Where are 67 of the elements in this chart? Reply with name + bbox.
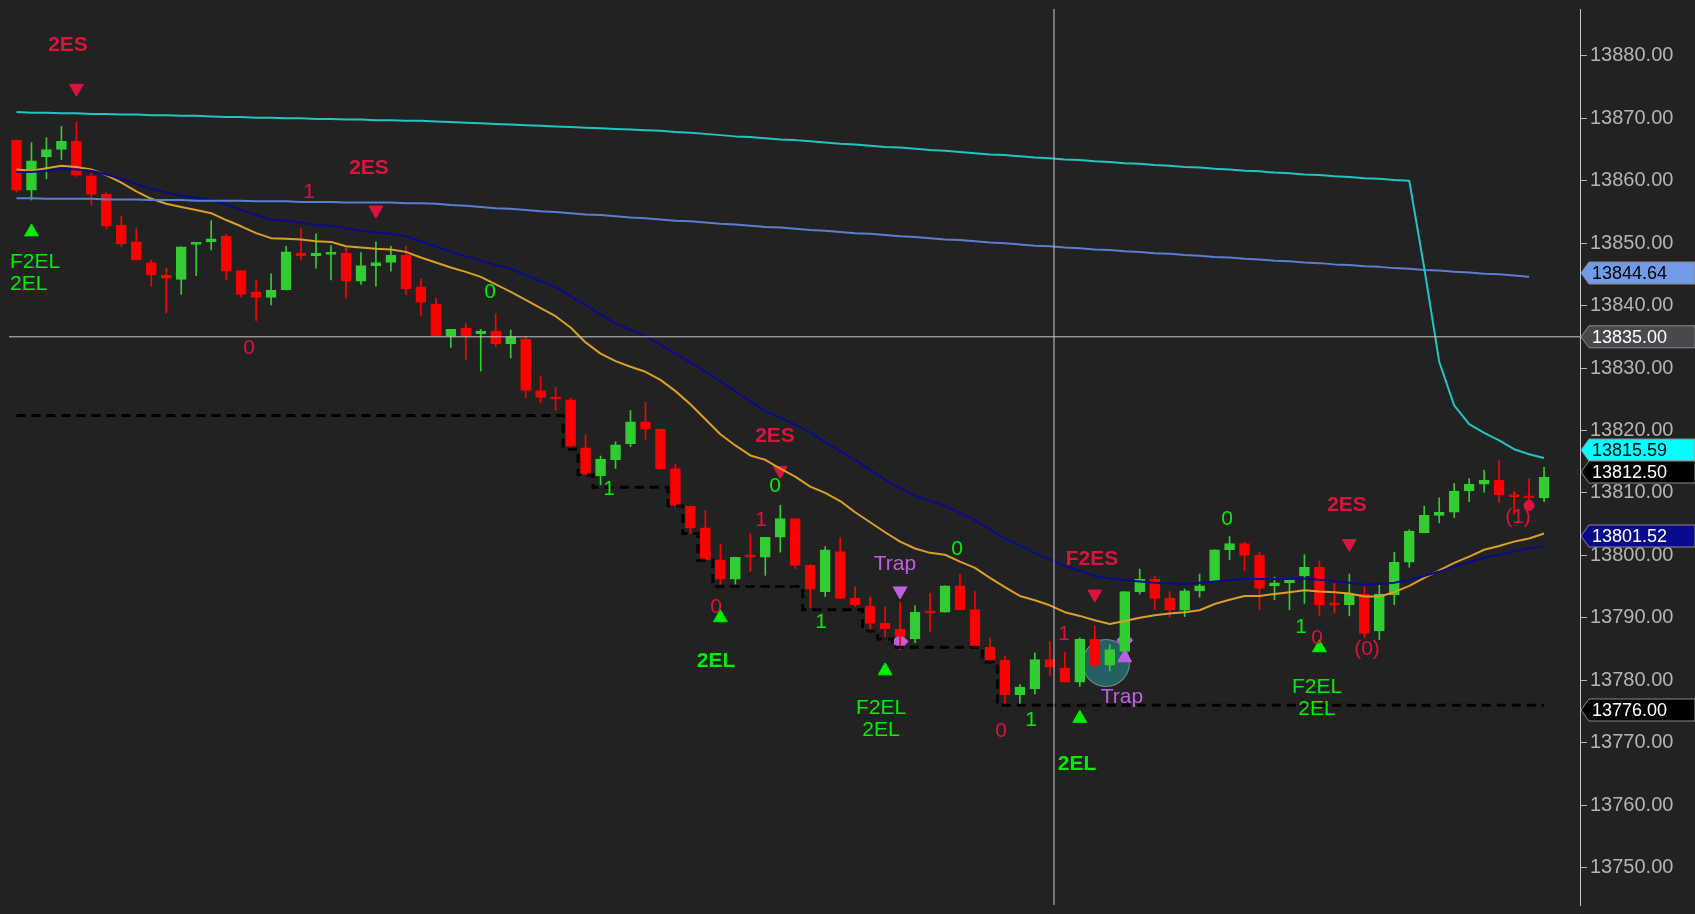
candlestick: [894, 601, 906, 650]
annotation: 1: [1058, 620, 1070, 644]
y-tick-label: 13850.00: [1590, 230, 1674, 253]
annotation: F2EL: [1291, 673, 1343, 697]
annotation: F2EL: [855, 694, 907, 718]
y-tick-label: 13760.00: [1590, 792, 1674, 815]
candlestick: [924, 593, 936, 632]
y-tick-label: 13860.00: [1590, 168, 1674, 191]
annotation: 1: [603, 475, 615, 499]
annotation: (1): [1505, 503, 1531, 527]
y-tick-label: 13880.00: [1590, 43, 1674, 66]
y-tick-label: 13820.00: [1590, 417, 1674, 440]
annotation: F2EL: [9, 248, 61, 272]
candlestick: [205, 220, 217, 251]
point: [877, 662, 893, 676]
annotation: 0: [484, 278, 496, 302]
annotation: 2ES: [48, 31, 88, 55]
annotation: 2EL: [696, 647, 736, 671]
annotation: 2ES: [1327, 491, 1367, 515]
point: [1341, 538, 1357, 552]
annotation: 2ES: [755, 422, 795, 446]
y-tick-label: 13780.00: [1590, 667, 1674, 690]
annotation: 2ES: [349, 154, 389, 178]
annotation: (0): [1354, 635, 1380, 659]
annotation: 0: [710, 593, 722, 617]
y-tick-label: 13870.00: [1590, 105, 1674, 128]
annotation: 0: [1311, 624, 1323, 648]
text: 13815.59: [1592, 439, 1668, 460]
candlestick: [325, 245, 337, 281]
ref-line-label: 13835.00: [1592, 326, 1668, 347]
y-tick-label: 13750.00: [1590, 855, 1674, 878]
candlestick: [265, 273, 277, 306]
candlestick: [744, 533, 756, 572]
text: 13844.64: [1592, 262, 1668, 283]
annotation: 0: [243, 334, 255, 358]
y-tick-label: 13830.00: [1590, 355, 1674, 378]
annotation: 0: [995, 717, 1007, 741]
annotation: 2EL: [1298, 695, 1336, 719]
annotation: 1: [1025, 706, 1037, 730]
annotation: 1: [1295, 613, 1307, 637]
annotation: 2EL: [10, 270, 48, 294]
annotation: Trap: [873, 550, 917, 574]
candlestick: [475, 328, 487, 372]
text: 13776.00: [1592, 699, 1668, 720]
y-tick-label: 13790.00: [1590, 605, 1674, 628]
y-tick-label: 13840.00: [1590, 293, 1674, 316]
point: [1072, 709, 1088, 723]
annotation: 1: [755, 506, 767, 530]
annotation: Trap: [1100, 683, 1144, 707]
candlestick: [370, 241, 382, 287]
point: [68, 83, 84, 97]
point: [368, 205, 384, 219]
annotation: 1: [815, 608, 827, 632]
y-tick-label: 13770.00: [1590, 730, 1674, 753]
annotation: 1: [303, 178, 315, 202]
candlestick: [460, 323, 472, 361]
annotation: 0: [1221, 505, 1233, 529]
y-tick-label: 13810.00: [1590, 480, 1674, 503]
candlestick: [190, 242, 202, 276]
annotation: 0: [769, 472, 781, 496]
annotation: 2EL: [1057, 750, 1097, 774]
annotation: F2ES: [1065, 545, 1119, 569]
point: [1117, 649, 1133, 663]
candlestick: [1433, 497, 1445, 524]
text: 13812.50: [1592, 461, 1668, 482]
annotation: 2EL: [862, 716, 900, 740]
annotation: 0: [951, 535, 963, 559]
